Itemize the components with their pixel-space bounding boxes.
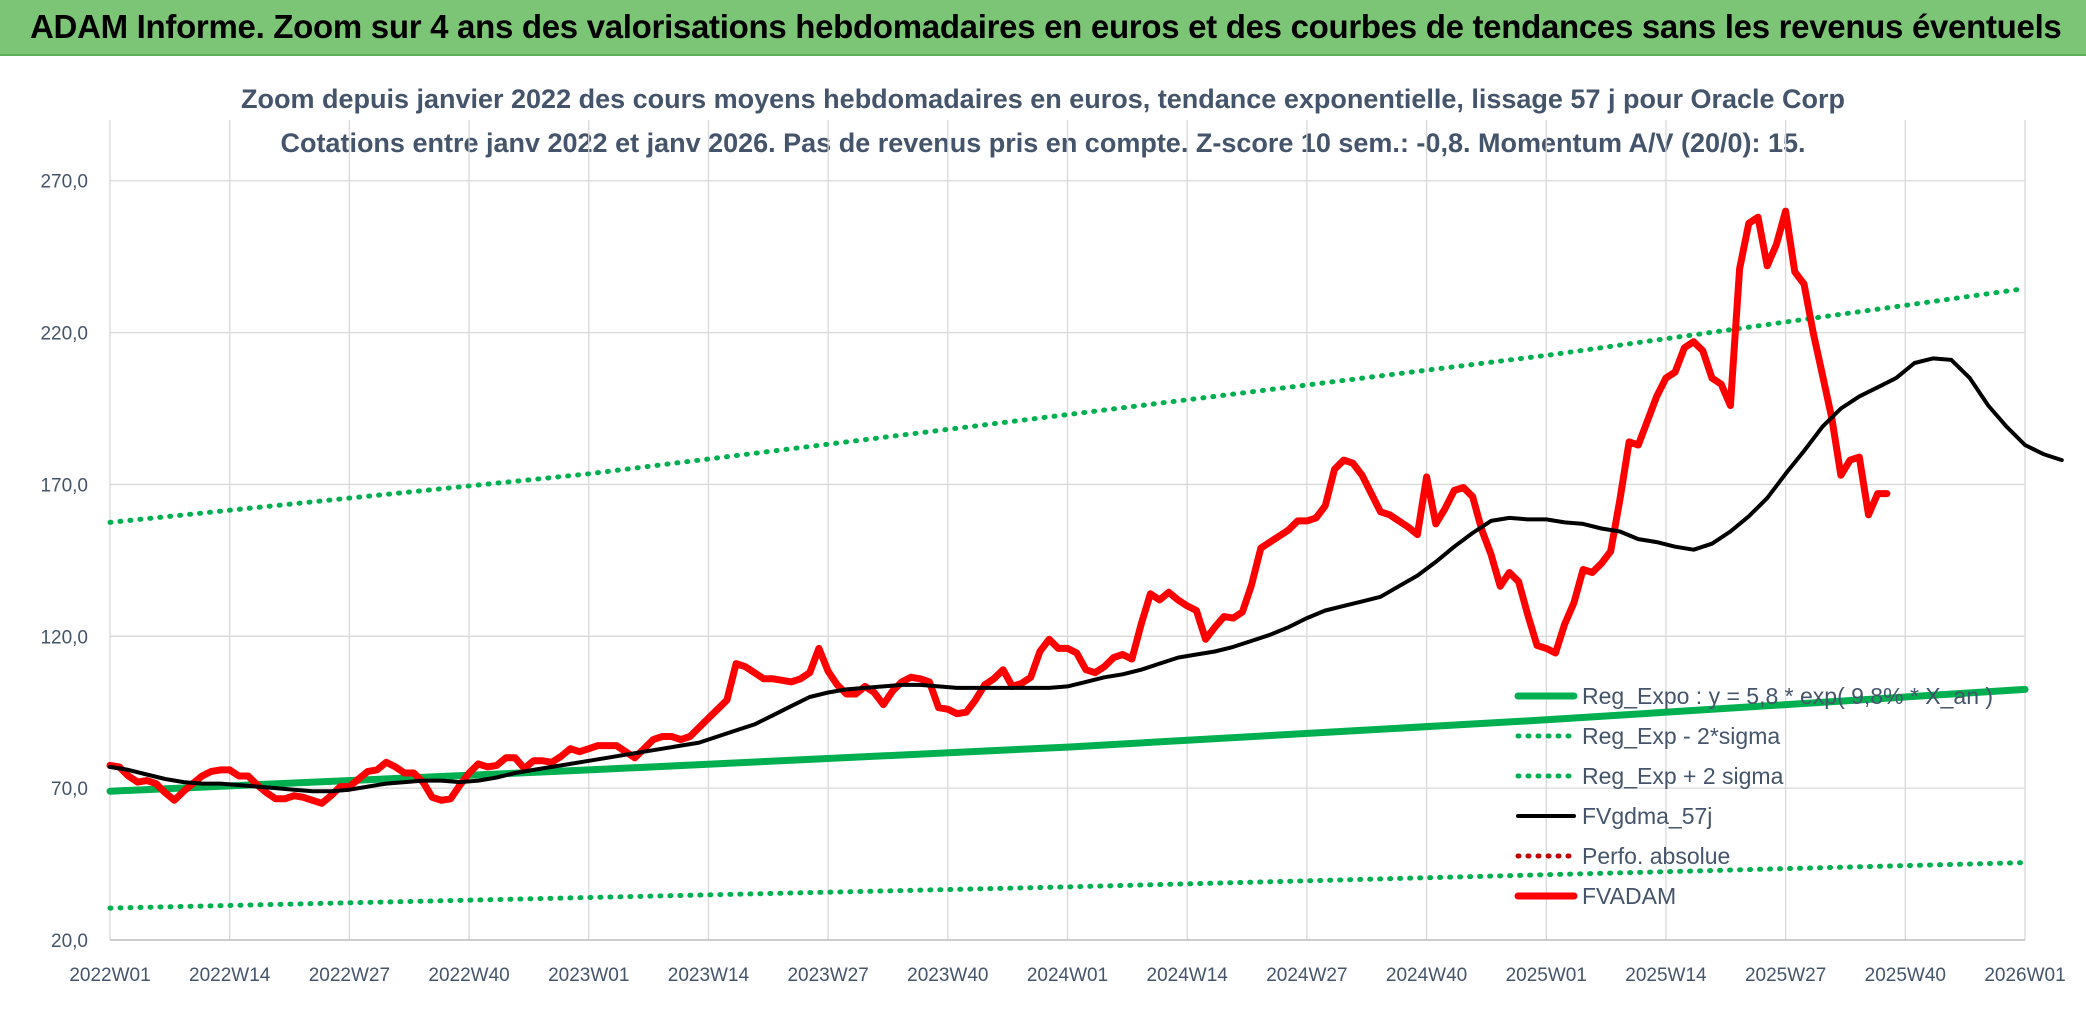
x-tick-label: 2025W40 — [1865, 965, 1946, 986]
x-tick-label: 2022W27 — [309, 965, 390, 986]
plot-series — [106, 207, 2064, 911]
x-tick-label: 2023W14 — [668, 965, 750, 986]
legend: Reg_Expo : y = 5,8 * exp( 9,8% * X_an ) R… — [1514, 683, 1993, 909]
y-tick-label: 270,0 — [40, 172, 88, 193]
x-tick-label: 2022W40 — [428, 965, 509, 986]
x-tick-label: 2025W14 — [1625, 965, 1707, 986]
gridlines — [109, 120, 2026, 941]
x-tick-label: 2023W40 — [907, 965, 988, 986]
x-tick-label: 2024W14 — [1147, 965, 1229, 986]
chart-title-line-2: Cotations entre janv 2022 et janv 2026. … — [280, 128, 1805, 158]
x-tick-label: 2024W01 — [1027, 965, 1108, 986]
x-axis-ticks: 2022W01 2022W14 2022W27 2022W40 2023W01 2023W… — [69, 965, 2065, 986]
banner-title: ADAM Informe. Zoom sur 4 ans des valoris… — [30, 8, 2062, 45]
x-tick-label: 2023W27 — [787, 965, 868, 986]
chart-title: Zoom depuis janvier 2022 des cours moyen… — [241, 84, 1845, 158]
y-axis-ticks: 20,0 70,0 120,0 170,0 220,0 270,0 — [40, 172, 88, 952]
legend-label: Reg_Expo : y = 5,8 * exp( 9,8% * X_an ) — [1582, 683, 1993, 709]
x-tick-label: 2023W01 — [548, 965, 629, 986]
series-line-2 — [107, 286, 2028, 525]
x-tick-label: 2022W01 — [69, 965, 150, 986]
x-tick-label: 2026W01 — [1984, 965, 2065, 986]
series-line-3 — [108, 356, 2064, 794]
legend-label: FVgdma_57j — [1582, 803, 1712, 829]
report-banner: ADAM Informe. Zoom sur 4 ans des valoris… — [0, 0, 2086, 56]
y-tick-label: 220,0 — [40, 324, 88, 345]
x-tick-label: 2025W27 — [1745, 965, 1826, 986]
legend-label: FVADAM — [1582, 883, 1676, 909]
y-tick-label: 20,0 — [51, 931, 88, 952]
x-tick-label: 2024W40 — [1386, 965, 1467, 986]
series-line-5 — [106, 207, 1891, 807]
y-tick-label: 70,0 — [51, 779, 88, 800]
legend-label: Perfo. absolue — [1582, 843, 1730, 869]
y-tick-label: 170,0 — [40, 475, 88, 496]
x-tick-label: 2022W14 — [189, 965, 271, 986]
chart-title-line-1: Zoom depuis janvier 2022 des cours moyen… — [241, 84, 1845, 114]
x-tick-label: 2025W01 — [1506, 965, 1587, 986]
legend-label: Reg_Exp + 2 sigma — [1582, 763, 1784, 789]
x-tick-label: 2024W27 — [1266, 965, 1347, 986]
y-tick-label: 120,0 — [40, 627, 88, 648]
series-line-0 — [106, 685, 2029, 795]
legend-label: Reg_Exp - 2*sigma — [1582, 723, 1780, 749]
series-line-1 — [107, 860, 2028, 911]
